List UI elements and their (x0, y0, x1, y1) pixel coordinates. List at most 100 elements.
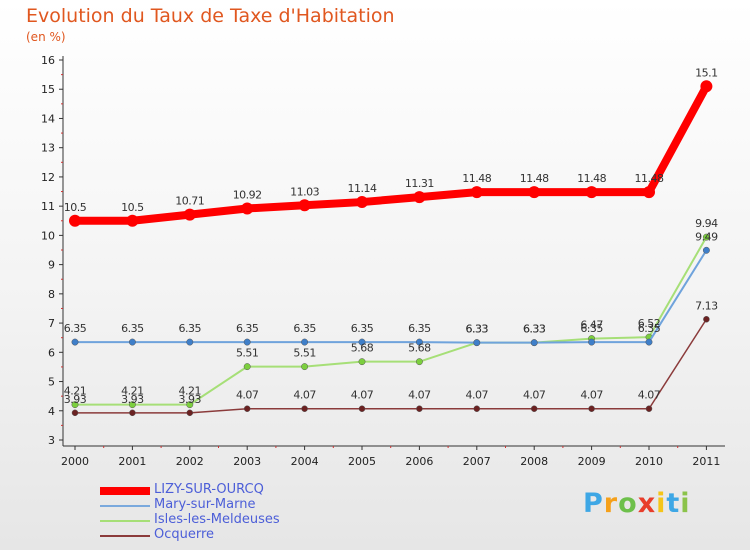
data-label: 5.51 (236, 347, 259, 360)
data-point (69, 214, 81, 227)
data-label: 7.13 (695, 299, 718, 312)
data-point (702, 246, 710, 254)
data-label: 9.49 (695, 230, 718, 243)
data-point (358, 405, 366, 412)
data-label: 5.51 (293, 347, 316, 360)
x-tick-label: 2004 (291, 455, 319, 468)
data-label: 4.21 (121, 385, 144, 398)
x-tick-label: 2003 (233, 455, 261, 468)
data-point (645, 405, 653, 412)
data-label: 3.93 (179, 393, 202, 406)
data-point (358, 338, 366, 346)
data-point (415, 338, 423, 346)
legend-label: Ocquerre (154, 527, 215, 542)
logo-letter: i (656, 488, 667, 519)
data-label: 6.35 (638, 322, 661, 335)
y-tick-label: 9 (48, 259, 55, 272)
data-point (71, 338, 79, 346)
data-label: 6.35 (580, 322, 603, 335)
data-label: 6.35 (179, 322, 202, 335)
data-point (358, 358, 366, 366)
data-label: 6.33 (466, 323, 489, 336)
data-point (415, 358, 423, 366)
data-point (585, 186, 598, 199)
data-label: 6.47 (580, 319, 603, 332)
y-tick-label: 5 (48, 376, 55, 389)
x-tick-label: 2002 (176, 455, 204, 468)
data-point (183, 208, 196, 221)
legend-swatch (100, 520, 150, 522)
data-label: 6.52 (638, 317, 661, 330)
data-label: 11.14 (348, 182, 377, 195)
data-label: 4.07 (236, 389, 259, 402)
data-label: 11.48 (635, 172, 664, 185)
data-point (71, 401, 79, 409)
y-tick-label: 10 (41, 229, 55, 242)
legend-swatch (100, 487, 150, 495)
y-tick-label: 14 (41, 112, 55, 125)
data-point (473, 339, 481, 347)
data-point (126, 214, 139, 227)
y-tick-label: 8 (48, 288, 55, 301)
data-label: 3.93 (121, 393, 144, 406)
data-label: 15.1 (695, 66, 718, 79)
data-label: 11.31 (405, 177, 434, 190)
data-label: 5.68 (351, 342, 374, 355)
data-point (301, 338, 309, 346)
data-label: 10.92 (233, 188, 262, 201)
data-label: 5.68 (408, 342, 431, 355)
x-tick-label: 2010 (635, 455, 663, 468)
data-label: 6.35 (408, 322, 431, 335)
x-tick-label: 2007 (463, 455, 491, 468)
y-tick-label: 16 (41, 54, 55, 67)
y-tick-label: 4 (48, 405, 55, 418)
data-label: 4.07 (466, 389, 489, 402)
data-label: 6.35 (236, 322, 259, 335)
x-tick-label: 2011 (692, 455, 720, 468)
data-label: 6.35 (293, 322, 316, 335)
data-label: 4.07 (293, 389, 316, 402)
series-line-3 (74, 318, 708, 414)
data-point (643, 186, 655, 199)
logo-letter: r (603, 488, 619, 519)
data-point (71, 409, 79, 417)
x-tick-label: 2008 (520, 455, 548, 468)
data-point (241, 202, 254, 215)
chart-title: Evolution du Taux de Taxe d'Habitation (26, 5, 395, 27)
y-tick-label: 11 (41, 200, 55, 213)
y-tick-label: 12 (41, 171, 55, 184)
data-label: 3.93 (64, 393, 87, 406)
data-point (530, 339, 538, 347)
data-point (128, 401, 136, 409)
data-label: 11.48 (520, 172, 549, 185)
data-label: 6.35 (121, 322, 144, 335)
chart-subtitle: (en %) (26, 30, 66, 44)
data-point (700, 80, 713, 93)
data-label: 6.33 (523, 323, 546, 336)
data-label: 11.48 (577, 172, 606, 185)
data-label: 9.94 (695, 217, 718, 230)
x-tick-label: 2001 (118, 455, 146, 468)
data-label: 11.48 (462, 172, 491, 185)
data-point (645, 338, 653, 346)
data-point (186, 409, 194, 417)
x-tick-label: 2005 (348, 455, 376, 468)
data-label: 11.03 (290, 185, 319, 198)
legend-label: Mary-sur-Marne (154, 497, 256, 512)
y-tick-label: 13 (41, 142, 55, 155)
data-label: 4.07 (580, 389, 603, 402)
legend-swatch (100, 535, 150, 537)
data-point (588, 405, 595, 412)
logo-letter: o (618, 488, 638, 519)
data-label: 10.5 (121, 201, 144, 214)
data-point (703, 316, 710, 323)
x-tick-label: 2009 (578, 455, 606, 468)
data-point (243, 338, 251, 346)
data-point (702, 233, 710, 241)
data-label: 10.5 (64, 201, 87, 214)
data-label: 4.21 (179, 385, 202, 398)
data-point (301, 363, 309, 371)
data-point (528, 186, 541, 199)
logo-letter: x (637, 488, 657, 519)
x-tick-label: 2006 (405, 455, 433, 468)
